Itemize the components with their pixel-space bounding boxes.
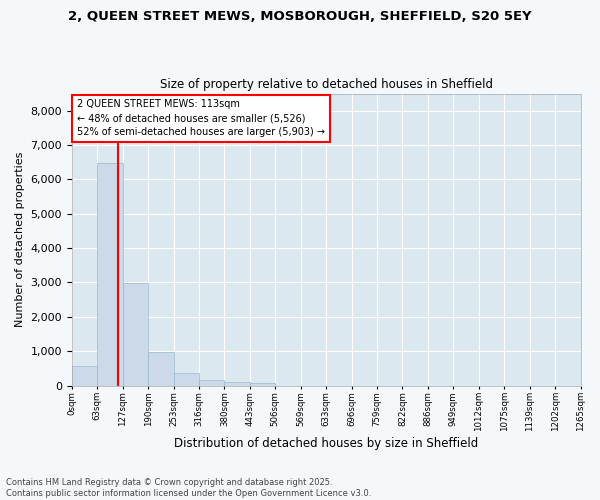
Bar bbox=[148, 352, 173, 386]
Text: Contains HM Land Registry data © Crown copyright and database right 2025.
Contai: Contains HM Land Registry data © Crown c… bbox=[6, 478, 371, 498]
Bar bbox=[123, 283, 148, 386]
Text: 2 QUEEN STREET MEWS: 113sqm
← 48% of detached houses are smaller (5,526)
52% of : 2 QUEEN STREET MEWS: 113sqm ← 48% of det… bbox=[77, 100, 325, 138]
Text: 2, QUEEN STREET MEWS, MOSBOROUGH, SHEFFIELD, S20 5EY: 2, QUEEN STREET MEWS, MOSBOROUGH, SHEFFI… bbox=[68, 10, 532, 23]
Bar bbox=[173, 373, 199, 386]
Y-axis label: Number of detached properties: Number of detached properties bbox=[15, 152, 25, 327]
Bar bbox=[250, 384, 275, 386]
Bar bbox=[72, 366, 97, 386]
Title: Size of property relative to detached houses in Sheffield: Size of property relative to detached ho… bbox=[160, 78, 493, 91]
Bar bbox=[224, 382, 250, 386]
X-axis label: Distribution of detached houses by size in Sheffield: Distribution of detached houses by size … bbox=[174, 437, 478, 450]
Bar bbox=[199, 380, 224, 386]
Bar bbox=[97, 163, 123, 386]
